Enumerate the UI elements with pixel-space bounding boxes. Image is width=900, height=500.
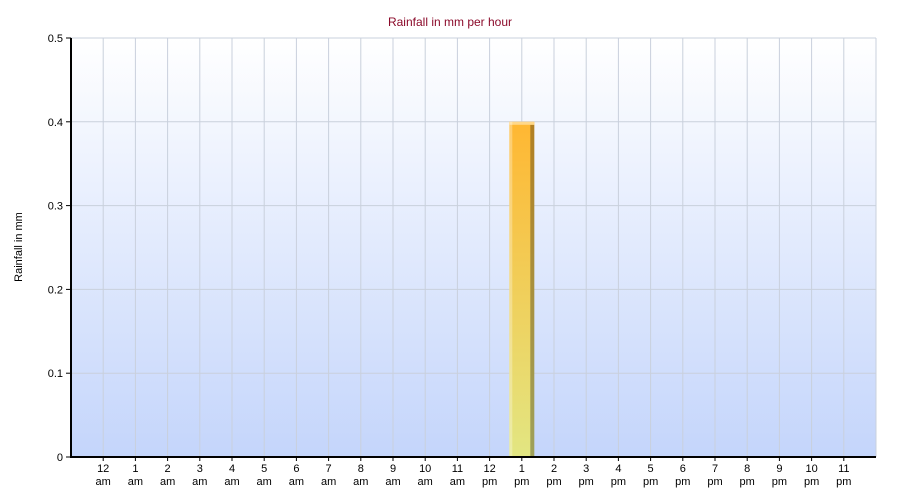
x-tick-label-period: am (450, 476, 465, 488)
x-tick-label-period: pm (546, 476, 561, 488)
x-tick-label-period: pm (836, 476, 851, 488)
bar-shade (530, 124, 535, 458)
x-tick-label-hour: 2 (165, 463, 171, 475)
x-tick-label-hour: 11 (838, 463, 849, 475)
x-tick-label-period: am (224, 476, 239, 488)
y-axis-label: Rainfall in mm (13, 212, 25, 282)
y-tick-label: 0.1 (48, 368, 63, 380)
x-tick-label-hour: 10 (805, 463, 817, 475)
x-tick-label-period: pm (579, 476, 594, 488)
x-tick-label-period: am (385, 476, 400, 488)
x-tick-label-hour: 11 (452, 463, 463, 475)
y-tick-label: 0.3 (48, 201, 63, 213)
x-tick-label-period: pm (772, 476, 787, 488)
x-tick-label-hour: 9 (776, 463, 782, 475)
x-tick-label-period: pm (675, 476, 690, 488)
chart-title: Rainfall in mm per hour (388, 15, 512, 29)
x-tick-label-hour: 1 (132, 463, 138, 475)
x-tick-label-hour: 4 (615, 463, 621, 475)
x-tick-label-hour: 9 (390, 463, 396, 475)
x-tick-label-period: am (353, 476, 368, 488)
x-tick-label-hour: 12 (97, 463, 109, 475)
x-tick-label-hour: 1 (519, 463, 525, 475)
x-tick-label-period: pm (804, 476, 819, 488)
x-tick-label-period: am (192, 476, 207, 488)
x-tick-label-hour: 5 (648, 463, 654, 475)
bar-edge (509, 121, 513, 458)
bar (509, 121, 535, 458)
x-tick-label-hour: 7 (712, 463, 718, 475)
x-tick-label-hour: 7 (326, 463, 332, 475)
y-tick-label: 0.2 (48, 284, 63, 296)
x-tick-label-period: am (321, 476, 336, 488)
x-tick-label-period: am (128, 476, 143, 488)
x-tick-label-period: pm (740, 476, 755, 488)
x-tick-label-period: pm (482, 476, 497, 488)
x-tick-label-period: am (289, 476, 304, 488)
x-tick-label-period: pm (514, 476, 529, 488)
y-tick-label: 0 (57, 452, 63, 464)
bar-body (509, 121, 535, 458)
x-tick-label-hour: 12 (483, 463, 495, 475)
x-tick-label-hour: 6 (293, 463, 299, 475)
x-tick-label-period: am (160, 476, 175, 488)
x-tick-label-period: am (96, 476, 111, 488)
x-tick-label-hour: 4 (229, 463, 235, 475)
bar-highlight (509, 121, 535, 125)
x-tick-label-hour: 5 (261, 463, 267, 475)
x-tick-label-hour: 8 (358, 463, 364, 475)
x-tick-label-period: pm (707, 476, 722, 488)
x-tick-label-period: am (257, 476, 272, 488)
x-tick-label-hour: 3 (583, 463, 589, 475)
y-tick-label: 0.4 (48, 117, 63, 129)
y-tick-label: 0.5 (48, 33, 63, 45)
x-tick-label-hour: 2 (551, 463, 557, 475)
plot-area (71, 38, 876, 457)
x-tick-label-hour: 6 (680, 463, 686, 475)
x-tick-label-period: pm (643, 476, 658, 488)
x-tick-label-period: am (418, 476, 433, 488)
x-tick-label-hour: 10 (419, 463, 431, 475)
x-tick-label-hour: 3 (197, 463, 203, 475)
x-tick-label-period: pm (611, 476, 626, 488)
x-tick-label-hour: 8 (744, 463, 750, 475)
